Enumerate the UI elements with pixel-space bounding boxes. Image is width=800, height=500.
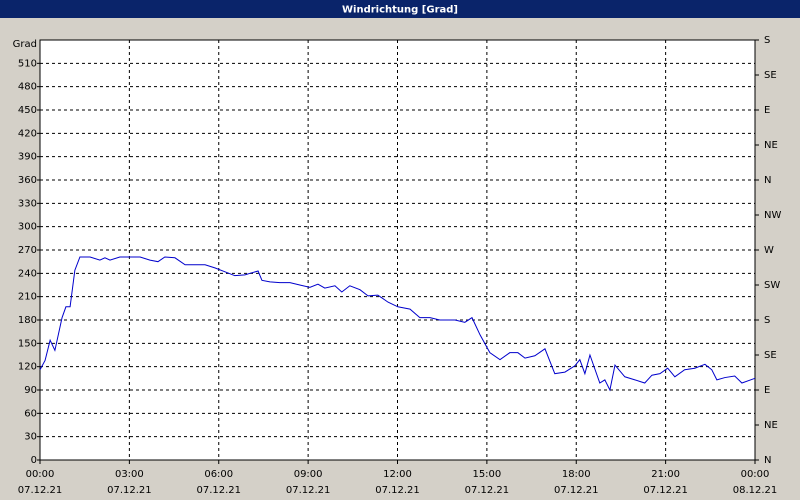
y-tick-label: 0 <box>31 455 37 466</box>
y2-tick-label: SW <box>764 280 780 291</box>
y-tick-label: 150 <box>18 338 37 349</box>
y2-tick-label: NE <box>764 420 778 431</box>
x-tick-label: 21:00 <box>651 469 680 480</box>
x-tick-date: 07.12.21 <box>196 485 241 496</box>
y-tick-label: 420 <box>18 128 37 139</box>
y-tick-label: 360 <box>18 175 37 186</box>
y-axis-label: Grad <box>13 39 37 50</box>
x-tick-label: 06:00 <box>204 469 233 480</box>
y2-tick-label: N <box>764 175 771 186</box>
y-tick-label: 30 <box>24 432 37 443</box>
x-tick-date: 07.12.21 <box>643 485 688 496</box>
x-tick-date: 07.12.21 <box>107 485 152 496</box>
x-tick-label: 00:00 <box>741 469 770 480</box>
y2-tick-label: SE <box>764 70 777 81</box>
x-tick-label: 18:00 <box>562 469 591 480</box>
data-line <box>39 256 756 392</box>
x-tick-label: 15:00 <box>472 469 501 480</box>
y2-tick-label: W <box>764 245 774 256</box>
x-tick-date: 07.12.21 <box>554 485 599 496</box>
y2-tick-label: E <box>764 105 770 116</box>
x-tick-label: 09:00 <box>294 469 323 480</box>
y-tick-label: 450 <box>18 105 37 116</box>
y2-tick-label: N <box>764 455 771 466</box>
y-tick-label: 90 <box>24 385 37 396</box>
x-tick-label: 12:00 <box>383 469 412 480</box>
y-tick-label: 180 <box>18 315 37 326</box>
y-tick-label: 510 <box>18 58 37 69</box>
y-tick-label: 270 <box>18 245 37 256</box>
chart-title: Windrichtung [Grad] <box>342 5 458 16</box>
y2-tick-label: S <box>764 315 770 326</box>
x-tick-date: 07.12.21 <box>286 485 331 496</box>
y2-tick-label: SE <box>764 350 777 361</box>
y-tick-label: 60 <box>24 408 37 419</box>
y-tick-label: 300 <box>18 222 37 233</box>
y-tick-label: 330 <box>18 198 37 209</box>
y-tick-label: 480 <box>18 82 37 93</box>
y-tick-label: 120 <box>18 362 37 373</box>
y2-tick-label: NW <box>764 210 781 221</box>
x-tick-label: 00:00 <box>26 469 55 480</box>
x-tick-date: 07.12.21 <box>465 485 510 496</box>
y2-tick-label: S <box>764 35 770 46</box>
x-tick-date: 08.12.21 <box>733 485 778 496</box>
y-tick-label: 210 <box>18 292 37 303</box>
title-bar <box>0 0 800 18</box>
x-tick-date: 07.12.21 <box>18 485 63 496</box>
x-tick-date: 07.12.21 <box>375 485 420 496</box>
x-tick-label: 03:00 <box>115 469 144 480</box>
y2-tick-label: NE <box>764 140 778 151</box>
y-tick-label: 240 <box>18 268 37 279</box>
y-tick-label: 390 <box>18 152 37 163</box>
y2-tick-label: E <box>764 385 770 396</box>
